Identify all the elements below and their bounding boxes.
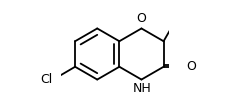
Text: O: O <box>186 60 196 73</box>
Text: O: O <box>136 12 146 25</box>
Text: Cl: Cl <box>41 73 53 86</box>
Text: NH: NH <box>133 82 151 95</box>
